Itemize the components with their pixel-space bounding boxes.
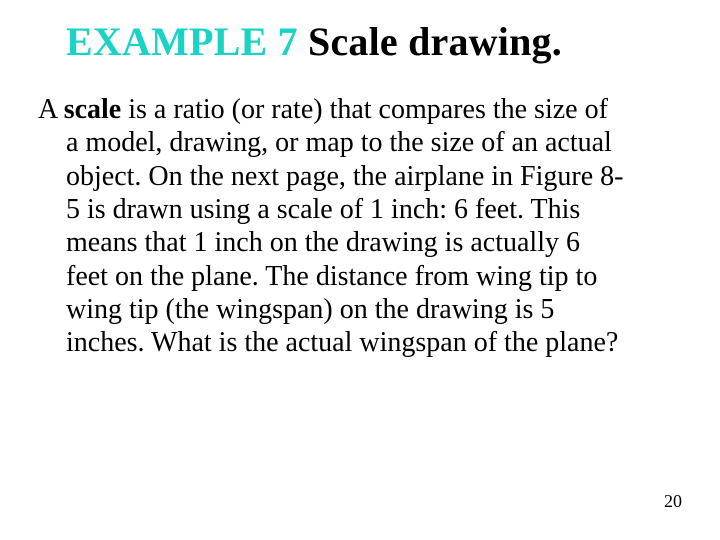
body-lead-bold: scale xyxy=(64,94,122,125)
body-line-3: object. On the next page, the airplane i… xyxy=(38,160,678,193)
body-line-6: feet on the plane. The distance from win… xyxy=(38,260,678,293)
body-lead-post: is a ratio (or rate) that compares the s… xyxy=(121,94,608,125)
body-line-1: A scale is a ratio (or rate) that compar… xyxy=(38,93,678,126)
slide: EXAMPLE 7 Scale drawing. A scale is a ra… xyxy=(0,0,720,540)
slide-title: EXAMPLE 7 Scale drawing. xyxy=(38,18,682,65)
body-paragraph: A scale is a ratio (or rate) that compar… xyxy=(38,93,682,360)
body-line-2: a model, drawing, or map to the size of … xyxy=(38,126,678,159)
body-line-4: 5 is drawn using a scale of 1 inch: 6 fe… xyxy=(38,193,678,226)
body-line-5: means that 1 inch on the drawing is actu… xyxy=(38,226,678,259)
body-line-7: wing tip (the wingspan) on the drawing i… xyxy=(38,293,678,326)
title-plain: Scale drawing. xyxy=(308,19,562,64)
title-accent: EXAMPLE 7 xyxy=(66,19,308,64)
page-number: 20 xyxy=(664,491,682,512)
body-lead-pre: A xyxy=(38,94,64,125)
body-line-8: inches. What is the actual wingspan of t… xyxy=(38,326,678,359)
